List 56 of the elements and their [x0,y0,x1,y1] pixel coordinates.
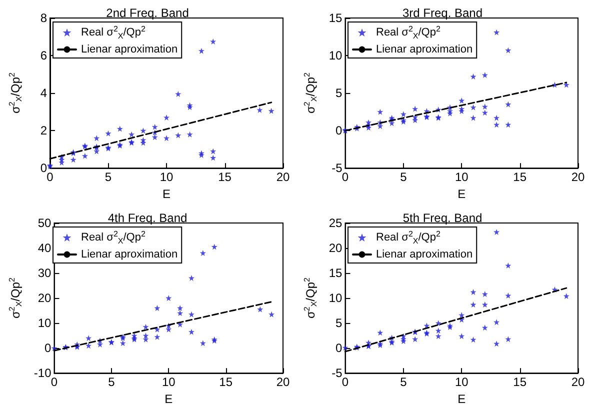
y-tick-label: 0 [336,124,343,138]
x-tick-label: 15 [219,375,233,390]
x-axis-title: E [458,187,466,201]
chart-title: 5th Freq. Band [402,211,482,225]
x-tick-label: 5 [400,375,408,390]
legend-label: Lienar aproximation [376,44,473,56]
x-tick-label: 20 [276,375,290,390]
x-axis-title: E [458,392,466,406]
y-tick-label: -10 [34,366,52,380]
y-tick-label: 10 [328,291,343,306]
legend-label: Lienar aproximation [81,248,178,260]
y-tick-label: -5 [332,161,343,176]
y-tick-label: 25 [328,216,343,230]
y-tick-label: 15 [328,266,343,280]
x-tick-label: 5 [108,375,116,390]
chart-title: 3rd Freq. Band [402,6,483,20]
x-tick-label: 10 [162,375,176,390]
x-tick-label: 5 [400,170,408,184]
x-tick-label: 15 [513,170,527,184]
y-tick-label: 0 [40,161,48,176]
y-tick-label: 50 [38,216,52,230]
y-axis-title: σ2X/Qp2 [8,72,24,114]
x-tick-label: 10 [454,170,469,184]
x-tick-label: 20 [276,170,290,184]
y-tick-label: 5 [336,86,343,100]
y-tick-label: 30 [38,266,52,280]
y-tick-label: 10 [38,316,52,330]
y-tick-label: 15 [328,11,343,25]
x-tick-label: 15 [218,170,232,184]
y-tick-label: -5 [332,366,343,380]
y-tick-label: 20 [38,291,52,306]
y-tick-label: 4 [40,86,48,100]
y-tick-label: 0 [336,341,343,356]
x-tick-label: 15 [513,375,527,390]
y-tick-label: 40 [38,241,52,256]
x-tick-label: 20 [571,170,585,184]
x-axis-title: E [164,392,173,406]
y-tick-label: 8 [40,11,48,25]
y-tick-label: 5 [336,316,343,330]
y-tick-label: 10 [328,48,343,63]
x-axis-title: E [162,187,171,201]
y-axis-title: σ2X/Qp2 [302,72,318,114]
y-axis-title: σ2X/Qp2 [302,277,318,319]
y-tick-label: 0 [44,341,52,356]
y-tick-label: 20 [328,241,343,256]
chart-title: 4th Freq. Band [108,211,188,225]
x-tick-label: 10 [454,375,469,390]
x-tick-label: 10 [160,170,174,184]
y-tick-label: 2 [40,124,48,138]
chart-title: 2nd Freq. Band [106,6,189,20]
legend-label: Lienar aproximation [81,44,178,56]
y-axis-title: σ2X/Qp2 [8,277,24,319]
x-tick-label: 5 [104,170,112,184]
y-tick-label: 6 [40,48,48,63]
legend-label: Lienar aproximation [376,248,473,260]
x-tick-label: 20 [571,375,585,390]
